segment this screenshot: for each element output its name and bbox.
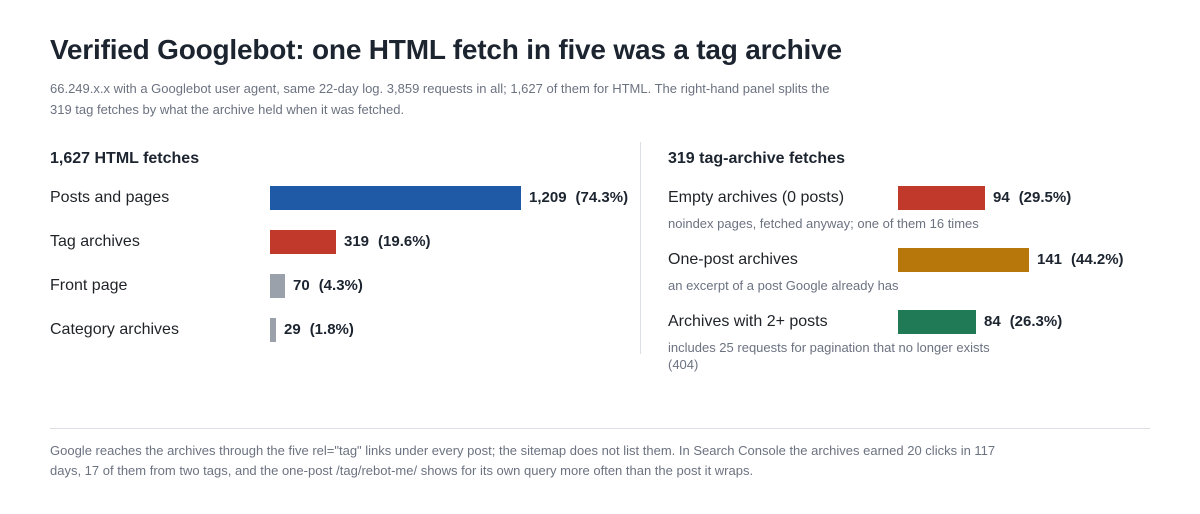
bar [898,186,985,210]
value-number: 141 [1037,251,1063,268]
category-note: noindex pages, fetched anyway; one of th… [668,216,979,231]
value-percent: (29.5%) [1018,189,1072,206]
value-percent: (1.8%) [309,321,354,338]
footer-rule [50,428,1150,429]
value-percent: (44.2%) [1071,251,1124,268]
bar [898,310,976,334]
value-number: 70 [293,277,310,294]
footer-note: Google reaches the archives through the … [50,443,996,478]
value-number: 1,209 [529,189,567,206]
value-label: 70 (4.3%) [293,277,363,294]
panel-divider [640,142,641,354]
left-panel-title: 1,627 HTML fetches [50,150,200,167]
value-label: 94 (29.5%) [993,189,1071,206]
category-note: includes 25 requests for pagination that… [668,340,990,372]
bar [270,274,285,298]
value-number: 84 [984,313,1001,330]
category-label: Posts and pages [50,189,170,206]
value-label: 1,209 (74.3%) [529,189,628,206]
value-number: 94 [993,189,1010,206]
chart-subtitle: 66.249.x.x with a Googlebot user agent, … [50,81,830,117]
value-label: 319 (19.6%) [344,233,431,250]
category-label: One-post archives [668,251,798,268]
category-label: Tag archives [50,233,140,250]
bar [270,230,336,254]
category-label: Archives with 2+ posts [668,313,828,330]
value-percent: (74.3%) [575,189,629,206]
value-percent: (4.3%) [318,277,363,294]
category-note: an excerpt of a post Google already has [668,278,899,293]
value-label: 84 (26.3%) [984,313,1062,330]
bar [898,248,1029,272]
chart-title: Verified Googlebot: one HTML fetch in fi… [50,34,842,65]
category-label: Front page [50,277,128,294]
right-panel-title: 319 tag-archive fetches [668,150,845,167]
value-number: 319 [344,233,370,250]
bar [270,318,276,342]
bar [270,186,521,210]
category-label: Empty archives (0 posts) [668,189,845,206]
value-percent: (26.3%) [1009,313,1063,330]
value-label: 141 (44.2%) [1037,251,1124,268]
value-number: 29 [284,321,301,338]
value-percent: (19.6%) [378,233,431,250]
value-label: 29 (1.8%) [284,321,354,338]
category-label: Category archives [50,321,179,338]
